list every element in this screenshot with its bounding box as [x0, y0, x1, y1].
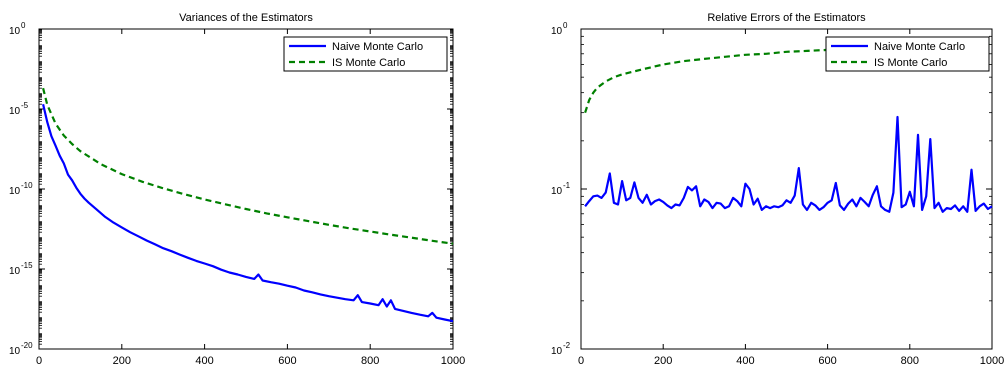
series-line-1 [42, 103, 454, 323]
svg-text:-2: -2 [563, 341, 571, 350]
x-tick-label: 0 [578, 355, 584, 367]
svg-text:10: 10 [9, 186, 21, 197]
svg-text:10: 10 [551, 26, 563, 37]
x-tick-label: 600 [278, 355, 296, 367]
svg-text:10: 10 [9, 26, 21, 37]
svg-text:-10: -10 [21, 181, 33, 190]
svg-text:-1: -1 [563, 181, 571, 190]
svg-text:10: 10 [551, 346, 563, 357]
x-tick-label: 400 [736, 355, 754, 367]
svg-text:10: 10 [9, 106, 21, 117]
legend-label: IS Monte Carlo [332, 57, 405, 69]
plot-area [38, 28, 454, 350]
series-line-1 [584, 115, 993, 213]
series-line-2 [584, 42, 993, 114]
chart-title: Relative Errors of the Estimators [707, 12, 866, 24]
svg-text:10: 10 [551, 186, 563, 197]
y-tick-label: 10-20 [9, 341, 33, 357]
chart-1: Variances of the Estimators 0 200 400 600 800… [9, 12, 465, 367]
x-tick-label: 800 [901, 355, 919, 367]
svg-text:0: 0 [21, 21, 26, 30]
y-tick-label: 100 [551, 21, 568, 37]
svg-text:10: 10 [9, 346, 21, 357]
legend: Naive Monte Carlo IS Monte Carlo [283, 36, 448, 72]
y-tick-label: 10-2 [551, 341, 571, 357]
series-line-2 [42, 87, 454, 245]
legend-label: IS Monte Carlo [874, 57, 947, 69]
x-tick-label: 600 [818, 355, 836, 367]
plot-area [580, 28, 993, 350]
x-tick-label: 200 [654, 355, 672, 367]
y-tick-label: 10-5 [9, 101, 29, 117]
x-tick-label: 1000 [980, 355, 1004, 367]
minor-ticks [581, 35, 992, 302]
x-tick-label: 0 [36, 355, 42, 367]
x-tick-label: 400 [195, 355, 213, 367]
y-tick-label: 10-1 [551, 181, 571, 197]
svg-text:-20: -20 [21, 341, 33, 350]
svg-text:-5: -5 [21, 101, 29, 110]
svg-text:-15: -15 [21, 261, 33, 270]
chart-2: Relative Errors of the Estimators 0 200 400… [551, 12, 1004, 367]
svg-text:0: 0 [563, 21, 568, 30]
legend: Naive Monte Carlo IS Monte Carlo [825, 36, 990, 72]
y-tick-label: 10-15 [9, 261, 33, 277]
x-tick-label: 800 [361, 355, 379, 367]
y-tick-label: 100 [9, 21, 26, 37]
legend-label: Naive Monte Carlo [874, 41, 965, 53]
y-tick-label: 10-10 [9, 181, 33, 197]
x-tick-label: 1000 [441, 355, 465, 367]
legend-label: Naive Monte Carlo [332, 41, 423, 53]
minor-ticks [39, 29, 453, 345]
svg-text:10: 10 [9, 266, 21, 277]
x-tick-label: 200 [113, 355, 131, 367]
chart-title: Variances of the Estimators [179, 12, 313, 24]
